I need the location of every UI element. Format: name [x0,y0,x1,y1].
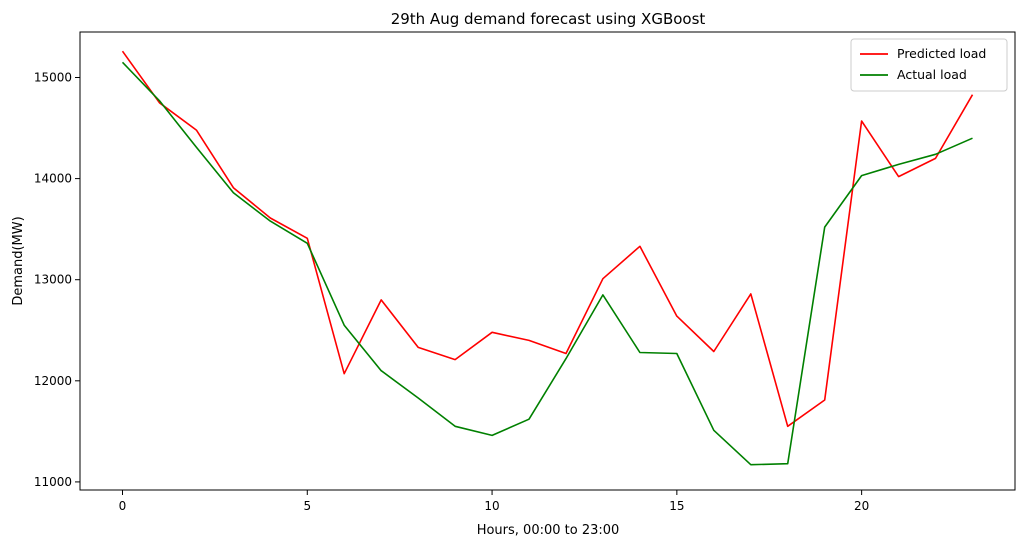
y-tick-label: 11000 [34,475,72,489]
y-tick-label: 12000 [34,374,72,388]
x-tick-label: 5 [303,499,311,513]
plot-frame [79,31,1016,491]
series-line-1 [121,50,974,428]
legend-label: Predicted load [897,46,986,61]
y-axis-ticks: 11000 12000 13000 14000 15000 [34,70,80,489]
x-tick-label: 20 [854,499,869,513]
x-tick-label: 0 [119,499,127,513]
y-axis-label: Demand(MW) [11,216,26,305]
legend: Predicted load Actual load [850,38,1008,92]
x-tick-label: 15 [669,499,684,513]
series-line-2 [121,61,973,466]
x-tick-label: 10 [484,499,499,513]
series-layer [121,50,974,466]
y-tick-label: 15000 [34,70,72,84]
y-tick-label: 13000 [34,273,72,287]
chart-title: 29th Aug demand forecast using XGBoost [391,10,706,28]
legend-box [850,38,1008,92]
x-axis-label: Hours, 00:00 to 23:00 [477,523,620,538]
x-axis-ticks: 0 5 10 15 20 [119,490,869,513]
y-tick-label: 14000 [34,172,72,186]
legend-label: Actual load [897,67,967,82]
